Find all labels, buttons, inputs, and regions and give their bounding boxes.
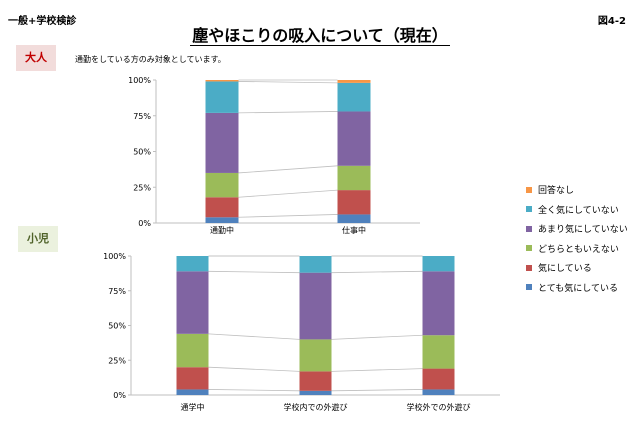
child-series-connector bbox=[331, 270, 423, 274]
legend-swatch bbox=[526, 264, 532, 271]
adult-y-tick-label: 25% bbox=[133, 183, 151, 192]
adult-bar-segment bbox=[205, 80, 239, 82]
child-bar-segment bbox=[299, 256, 332, 273]
legend-swatch bbox=[526, 284, 532, 291]
child-bar-segment bbox=[176, 333, 209, 368]
child-bar-segment bbox=[299, 339, 332, 372]
child-series-connector bbox=[208, 366, 300, 372]
child-category-label: 学校内での外遊び bbox=[284, 402, 348, 412]
adult-bar-segment bbox=[337, 111, 371, 166]
adult-series-connector bbox=[238, 214, 338, 218]
legend-item: とても気にしている bbox=[526, 278, 628, 298]
child-series-connector bbox=[331, 368, 423, 372]
child-bar-segment bbox=[176, 389, 209, 395]
adult-series-connector bbox=[238, 189, 338, 198]
child-bar-segment bbox=[299, 272, 332, 340]
adult-bar-segment bbox=[337, 165, 371, 191]
legend-item: 気にしている bbox=[526, 258, 628, 278]
child-y-tick-label: 100% bbox=[103, 252, 126, 261]
child-category-label: 学校外での外遊び bbox=[407, 402, 471, 412]
legend-item: 全く気にしていない bbox=[526, 200, 628, 220]
adult-bar-segment bbox=[205, 81, 239, 113]
legend-item: 回答なし bbox=[526, 180, 628, 200]
figure-number: 図4-2 bbox=[597, 16, 626, 27]
legend-label: どちらともいえない bbox=[538, 244, 619, 255]
child-bar-segment bbox=[176, 367, 209, 390]
chart-legend: 回答なし全く気にしていない あまり気にしていない どちらともいえない 気にしているとて… bbox=[526, 180, 628, 297]
child-bar-segment bbox=[422, 271, 455, 336]
child-badge: 小児 bbox=[18, 226, 58, 252]
adult-y-tick-label: 50% bbox=[133, 148, 151, 157]
legend-label: 全く気にしていない bbox=[538, 205, 619, 216]
adult-y-tick-label: 0% bbox=[138, 219, 151, 228]
adult-category-label: 通勤中 bbox=[210, 225, 234, 235]
page-title-text: 塵やほこりの吸入について（現在） bbox=[190, 26, 450, 46]
legend-swatch bbox=[526, 186, 532, 193]
adult-bar-segment bbox=[337, 214, 371, 223]
legend-item: どちらともいえない bbox=[526, 239, 628, 259]
child-y-tick-label: 50% bbox=[108, 322, 126, 331]
child-y-tick-label: 25% bbox=[108, 356, 126, 365]
adult-bar-segment bbox=[205, 197, 239, 218]
child-bar-segment bbox=[422, 389, 455, 395]
adult-badge: 大人 bbox=[16, 45, 56, 71]
child-category-label: 通学中 bbox=[181, 402, 205, 412]
adult-bar-segment bbox=[205, 217, 239, 223]
child-y-tick-label: 75% bbox=[108, 287, 126, 296]
adult-bar-segment bbox=[337, 82, 371, 112]
legend-swatch bbox=[526, 245, 532, 252]
child-series-connector bbox=[208, 333, 300, 340]
child-bar-segment bbox=[299, 371, 332, 391]
legend-label: とても気にしている bbox=[538, 283, 619, 294]
adult-y-tick-label: 75% bbox=[133, 112, 151, 121]
child-series-connector bbox=[331, 389, 423, 392]
adult-series-connector bbox=[238, 165, 338, 174]
adult-bar-segment bbox=[337, 80, 371, 83]
adult-category-label: 仕事中 bbox=[342, 225, 366, 235]
legend-label: あまり気にしていない bbox=[538, 225, 628, 236]
adult-y-tick-label: 100% bbox=[128, 76, 151, 85]
child-bar-segment bbox=[176, 271, 209, 334]
adult-series-connector bbox=[238, 111, 338, 114]
child-series-connector bbox=[208, 389, 300, 392]
adult-bar-segment bbox=[337, 190, 371, 215]
adult-bar-segment bbox=[205, 172, 239, 198]
child-series-connector bbox=[208, 270, 300, 274]
page-title: 塵やほこりの吸入について（現在） bbox=[0, 22, 640, 46]
child-bar-segment bbox=[422, 335, 455, 369]
adult-note: 通勤をしている方のみ対象としています。 bbox=[75, 55, 226, 64]
legend-swatch bbox=[526, 225, 532, 232]
child-y-tick-label: 0% bbox=[113, 391, 126, 400]
legend-swatch bbox=[526, 206, 532, 213]
survey-label: 一般+学校検診 bbox=[8, 16, 77, 27]
child-bar-segment bbox=[176, 256, 209, 272]
child-bar-segment bbox=[422, 368, 455, 390]
legend-label: 気にしている bbox=[538, 264, 592, 275]
adult-series-connector bbox=[238, 81, 338, 84]
child-bar-segment bbox=[299, 390, 332, 395]
legend-label: 回答なし bbox=[538, 186, 575, 197]
adult-bar-segment bbox=[205, 112, 239, 173]
child-bar-segment bbox=[422, 256, 455, 272]
legend-item: あまり気にしていない bbox=[526, 219, 628, 239]
child-series-connector bbox=[331, 334, 423, 340]
